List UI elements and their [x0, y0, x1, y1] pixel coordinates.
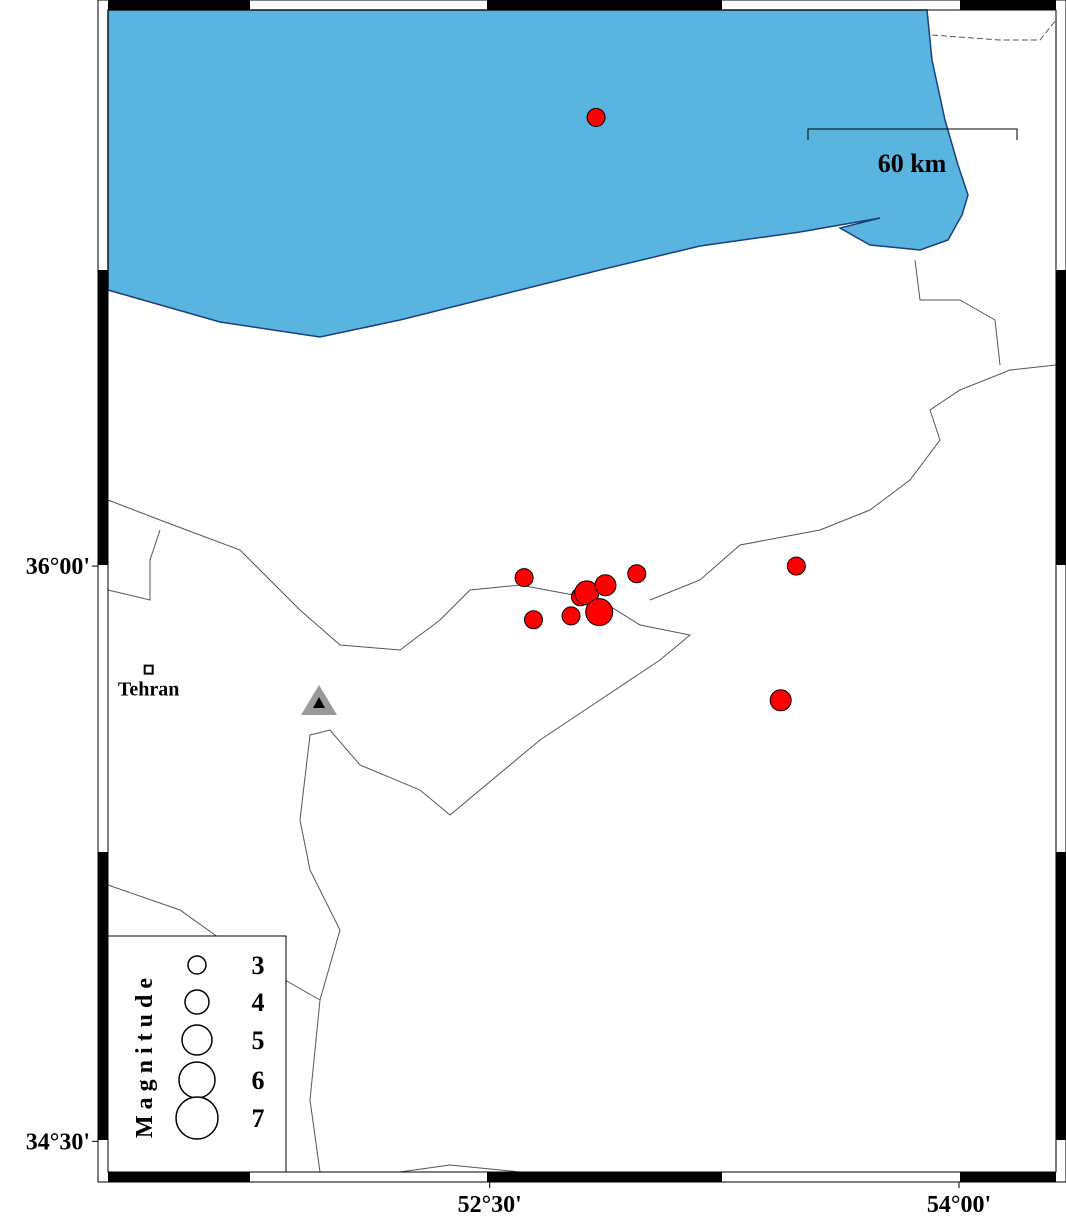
legend-label: 4 — [252, 988, 265, 1017]
city-marker — [143, 664, 154, 675]
legend-label: 6 — [252, 1066, 265, 1095]
scale-label: 60 km — [878, 149, 947, 178]
earthquake — [514, 568, 534, 588]
legend-label: 3 — [252, 951, 265, 980]
x-tick-label: 52°30' — [458, 1192, 522, 1218]
legend-circle — [175, 1096, 219, 1140]
earthquake — [627, 564, 647, 584]
y-tick-label: 36°00' — [26, 554, 90, 580]
legend-label: 7 — [252, 1104, 265, 1133]
city-label: Tehran — [118, 679, 180, 701]
frame — [97, 0, 1066, 1183]
caspian-sea — [107, 9, 969, 338]
earthquake — [585, 598, 614, 627]
legend-title: Magnitude — [132, 972, 158, 1138]
legend-circle — [181, 1024, 213, 1056]
legend-circle — [184, 989, 210, 1015]
legend-label: 5 — [252, 1026, 265, 1055]
earthquake — [594, 574, 617, 597]
earthquake — [769, 689, 792, 712]
volcano — [301, 685, 337, 715]
legend-circle — [187, 955, 207, 975]
earthquake — [561, 606, 581, 626]
legend-circle — [178, 1061, 216, 1099]
earthquake — [524, 610, 544, 630]
y-tick-label: 34°30' — [26, 1129, 90, 1155]
earthquake — [786, 556, 806, 576]
x-tick-label: 54°00' — [927, 1192, 991, 1218]
earthquake — [586, 107, 606, 127]
scale-bar: 60 km — [807, 128, 1018, 178]
